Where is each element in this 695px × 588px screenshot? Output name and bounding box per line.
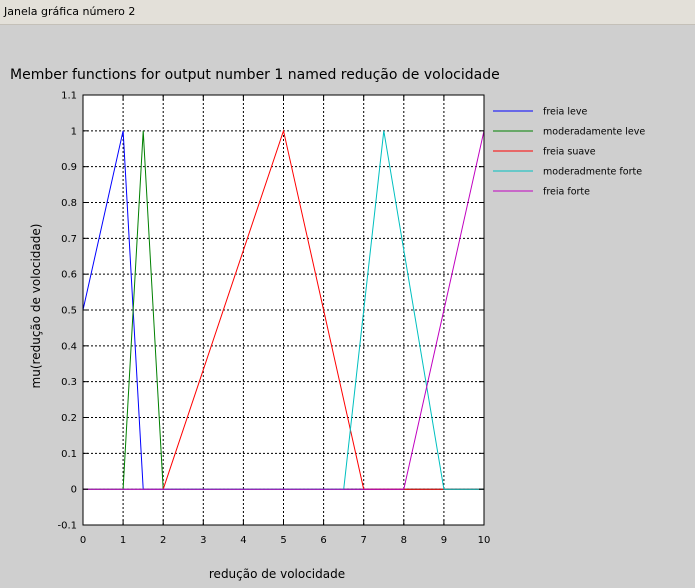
x-tick-label: 2	[160, 535, 166, 546]
legend-label: freia forte	[543, 187, 590, 198]
y-tick-label: 1.1	[61, 91, 77, 102]
y-tick-label: 1	[71, 126, 77, 137]
x-tick-label: 10	[478, 535, 491, 546]
window-title: Janela gráfica número 2	[4, 5, 136, 18]
y-tick-label: 0.8	[61, 198, 77, 209]
x-tick-label: 5	[280, 535, 286, 546]
legend-label: moderadmente forte	[543, 167, 642, 178]
y-tick-label: 0.1	[61, 449, 77, 460]
y-tick-label: 0	[71, 485, 77, 496]
series-group	[82, 128, 485, 490]
y-tick-label: 0.5	[61, 306, 77, 317]
legend-label: freia leve	[543, 107, 587, 118]
x-axis-label: redução de volocidade	[209, 567, 345, 581]
y-tick-label: 0.7	[61, 234, 77, 245]
x-tick-label: 3	[200, 535, 206, 546]
window-titlebar: Janela gráfica número 2	[0, 0, 695, 25]
x-tick-label: 8	[401, 535, 407, 546]
x-tick-label: 9	[441, 535, 447, 546]
x-tick-label: 1	[120, 535, 126, 546]
y-tick-label: 0.4	[61, 341, 77, 352]
x-tick-label: 0	[80, 535, 86, 546]
legend: freia leve moderadamente leve freia suave m…	[493, 107, 645, 198]
y-tick-label: 0.6	[61, 270, 77, 281]
membership-chart: Member functions for output number 1 nam…	[10, 67, 645, 581]
y-tick-label: 0.3	[61, 377, 77, 388]
series-line	[83, 130, 485, 490]
x-tick-label: 4	[240, 535, 246, 546]
y-tick-label: 0.9	[61, 162, 77, 173]
chart-title: Member functions for output number 1 nam…	[10, 67, 500, 83]
y-axis-label: mu(redução de volocidade)	[29, 224, 43, 389]
y-axis-ticks: -0.1 0 0.1 0.2 0.3 0.4 0.5 0.6 0.7 0.8 0.9 1 1.1	[57, 91, 484, 532]
x-tick-label: 6	[320, 535, 326, 546]
legend-label: freia suave	[543, 147, 596, 158]
x-axis-ticks: 0 1 2 3 4 5 6 7 8 9 10	[80, 95, 491, 546]
y-tick-label: 0.2	[61, 413, 77, 424]
x-tick-label: 7	[361, 535, 367, 546]
y-tick-label: -0.1	[57, 521, 77, 532]
legend-label: moderadamente leve	[543, 127, 645, 138]
